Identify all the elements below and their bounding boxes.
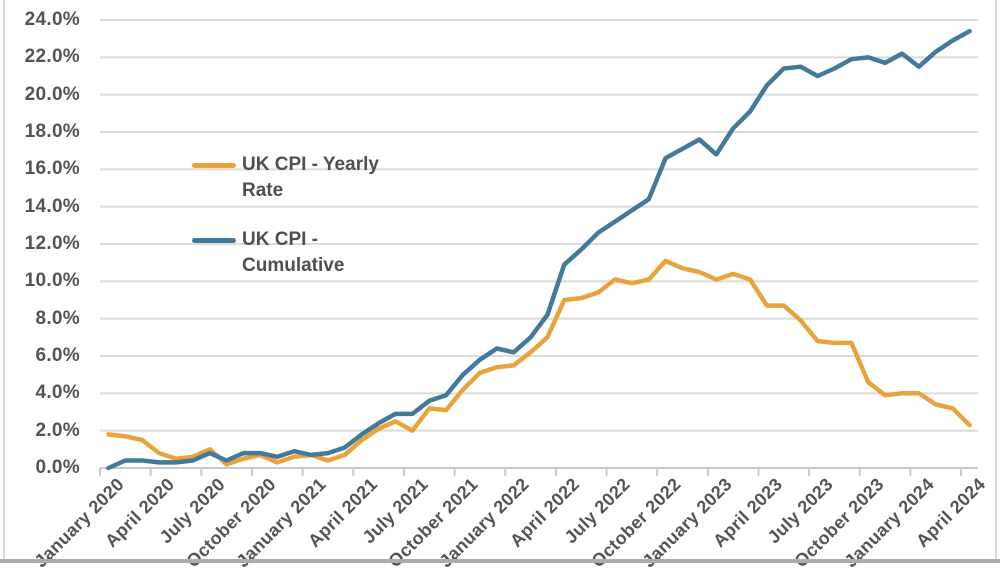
cumulative-line-swatch	[192, 238, 236, 243]
legend-item-yearly-rate[interactable]: UK CPI - Yearly Rate	[192, 152, 379, 204]
legend-label-yearly-rate: UK CPI - Yearly Rate	[242, 152, 379, 204]
y-axis-label: 24.0%	[24, 9, 80, 30]
cumulative-series-line[interactable]	[106, 28, 972, 471]
legend-label-cumulative-line1: UK CPI -	[242, 229, 318, 250]
chart-left-border	[3, 0, 5, 559]
y-axis-label: 10.0%	[24, 270, 80, 292]
y-axis-label: 12.0%	[24, 233, 80, 254]
yearly-rate-series-line[interactable]	[106, 258, 972, 467]
y-axis-label: 14.0%	[24, 195, 80, 217]
y-axis-label: 8.0%	[35, 307, 80, 329]
chart-right-border	[995, 0, 997, 559]
legend-label-cumulative: UK CPI - Cumulative	[242, 227, 344, 279]
legend-item-cumulative[interactable]: UK CPI - Cumulative	[192, 227, 379, 279]
chart-legend: UK CPI - Yearly Rate UK CPI - Cumulative	[192, 152, 379, 302]
yearly-rate-line-swatch	[192, 163, 236, 168]
y-axis-label: 6.0%	[35, 345, 80, 366]
y-axis-label: 22.0%	[24, 46, 80, 68]
y-axis-label: 4.0%	[35, 382, 80, 404]
y-axis-label: 16.0%	[24, 158, 80, 180]
legend-label-yearly-rate-line2: Rate	[242, 180, 284, 201]
y-axis-label: 0.0%	[35, 457, 80, 478]
y-axis-label: 2.0%	[35, 419, 80, 441]
y-axis-label: 18.0%	[24, 121, 80, 142]
y-axis-label: 20.0%	[24, 83, 80, 105]
legend-label-yearly-rate-line1: UK CPI - Yearly	[242, 154, 379, 175]
window-bottom-scrollbar[interactable]	[0, 559, 1000, 563]
legend-label-cumulative-line2: Cumulative	[242, 255, 345, 276]
